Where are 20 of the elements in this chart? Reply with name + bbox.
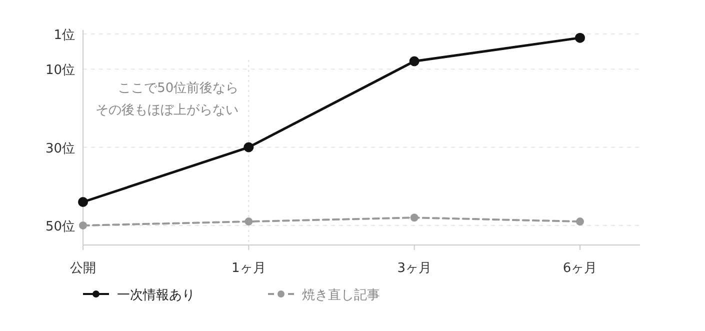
x-tick-label: 3ヶ月 [397, 261, 432, 276]
x-tick-label: 公開 [70, 261, 96, 276]
point [244, 142, 254, 152]
y-tick-label: 30位 [45, 141, 75, 156]
point [78, 197, 88, 207]
point [79, 221, 87, 230]
point [575, 32, 585, 43]
point [410, 214, 418, 222]
y-tick-label: 10位 [45, 63, 75, 78]
annotation: ここで50位前後なら [118, 81, 239, 96]
x-tick-label: 1ヶ月 [232, 261, 266, 276]
legend-label: 一次情報あり [117, 288, 195, 303]
annotation: その後もほぼ上がらない [96, 103, 239, 118]
point [409, 56, 420, 66]
y-tick-label: 50位 [45, 219, 75, 234]
x-tick-label: 6ヶ月 [562, 261, 598, 276]
y-tick-label: 1位 [54, 28, 75, 43]
point [576, 218, 584, 226]
point [244, 218, 253, 226]
legend-label: 焼き直し記事 [302, 288, 380, 303]
